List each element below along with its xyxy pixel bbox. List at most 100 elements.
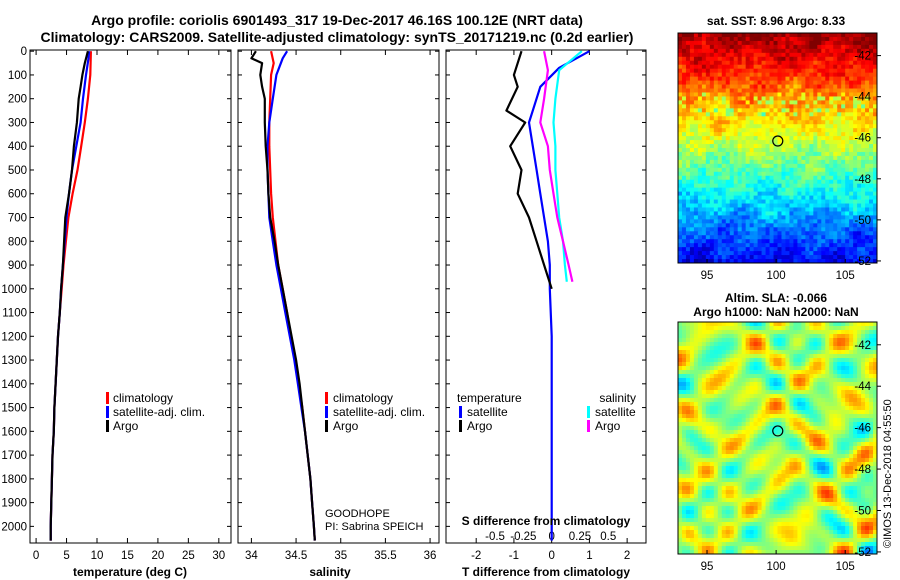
heatmap-cell	[717, 326, 723, 331]
heatmap-cell	[733, 211, 739, 216]
heatmap-cell	[857, 247, 862, 252]
heatmap-cell	[709, 406, 715, 411]
heatmap-cell	[769, 462, 774, 467]
heatmap-cell	[825, 116, 830, 121]
heatmap-cell	[833, 60, 838, 66]
heatmap-cell	[689, 414, 695, 419]
heatmap-cell	[869, 338, 874, 343]
heatmap-cell	[841, 454, 846, 459]
heatmap-cell	[849, 334, 854, 339]
heatmap-cell	[789, 326, 794, 331]
heatmap-cell	[801, 100, 806, 105]
heatmap-cell	[817, 144, 822, 149]
heatmap-cell	[849, 120, 854, 125]
heatmap-cell	[733, 438, 739, 443]
heatmap-cell	[813, 179, 818, 185]
heatmap-cell	[869, 183, 874, 189]
heatmap-cell	[801, 442, 806, 447]
heatmap-cell	[753, 255, 758, 260]
heatmap-cell	[805, 36, 810, 42]
heatmap-cell	[801, 33, 806, 38]
heatmap-cell	[873, 426, 878, 431]
heatmap-cell	[781, 346, 786, 351]
heatmap-cell	[709, 56, 715, 62]
heatmap-cell	[737, 430, 743, 435]
legend-label-salinity-satellite: satellite	[595, 405, 636, 419]
heatmap-cell	[821, 151, 826, 157]
heatmap-cell	[769, 346, 774, 351]
heatmap-cell	[678, 398, 683, 403]
heatmap-cell	[873, 163, 878, 169]
heatmap-cell	[829, 442, 834, 447]
difference-lines	[505, 50, 590, 541]
heatmap-cell	[849, 322, 854, 327]
heatmap-cell	[793, 426, 798, 431]
heatmap-cell	[701, 40, 707, 46]
heatmap-cell	[717, 406, 723, 411]
heatmap-cell	[717, 366, 723, 371]
heatmap-cell	[721, 414, 727, 419]
heatmap-cell	[761, 148, 766, 153]
heatmap-cell	[813, 80, 818, 85]
heatmap-cell	[721, 128, 727, 133]
heatmap-cell	[697, 231, 703, 236]
heatmap-cell	[829, 426, 834, 431]
heatmap-cell	[737, 44, 743, 50]
heatmap-cell	[809, 243, 814, 248]
heatmap-cell	[769, 370, 774, 375]
heatmap-cell	[857, 128, 862, 133]
heatmap-cell	[789, 394, 794, 399]
heatmap-cell	[785, 195, 790, 200]
heatmap-cell	[713, 362, 719, 367]
heatmap-cell	[789, 167, 794, 173]
heatmap-cell	[765, 88, 770, 93]
heatmap-cell	[841, 398, 846, 403]
heatmap-cell	[678, 454, 683, 459]
heatmap-cell	[773, 235, 778, 240]
heatmap-cell	[805, 128, 810, 133]
heatmap-cell	[833, 386, 838, 391]
heatmap-cell	[685, 434, 691, 439]
heatmap-cell	[845, 44, 850, 50]
heatmap-cell	[821, 76, 826, 81]
heatmap-cell	[869, 346, 874, 351]
heatmap-cell	[685, 462, 691, 467]
heatmap-cell	[797, 247, 802, 252]
heatmap-cell	[829, 52, 834, 58]
heatmap-cell	[837, 251, 842, 256]
heatmap-cell	[773, 255, 778, 260]
heatmap-cell	[857, 88, 862, 93]
heatmap-cell	[809, 350, 814, 355]
heatmap-cell	[797, 163, 802, 169]
heatmap-cell	[829, 112, 834, 117]
heatmap-cell	[813, 330, 818, 335]
heatmap-cell	[845, 36, 850, 42]
heatmap-cell	[801, 60, 806, 66]
heatmap-cell	[821, 132, 826, 137]
heatmap-cell	[709, 80, 715, 85]
heatmap-cell	[841, 140, 846, 145]
heatmap-cell	[865, 442, 870, 447]
heatmap-cell	[769, 80, 774, 85]
heatmap-cell	[869, 259, 874, 264]
heatmap-cell	[837, 247, 842, 252]
heatmap-cell	[689, 163, 695, 169]
heatmap-cell	[805, 175, 810, 181]
heatmap-cell	[749, 446, 755, 451]
heatmap-cell	[737, 322, 743, 327]
heatmap-cell	[693, 148, 699, 153]
heatmap-cell	[849, 207, 854, 212]
heatmap-cell	[733, 92, 739, 97]
heatmap-cell	[745, 132, 751, 137]
heatmap-cell	[801, 207, 806, 212]
heatmap-cell	[729, 124, 735, 129]
heatmap-cell	[725, 124, 731, 129]
heatmap-cell	[725, 418, 731, 423]
heatmap-cell	[865, 243, 870, 248]
heatmap-cell	[709, 183, 715, 189]
heatmap-cell	[845, 239, 850, 244]
heatmap-cell	[689, 227, 695, 232]
heatmap-cell	[817, 227, 822, 232]
heatmap-cell	[837, 92, 842, 97]
heatmap-cell	[789, 322, 794, 327]
